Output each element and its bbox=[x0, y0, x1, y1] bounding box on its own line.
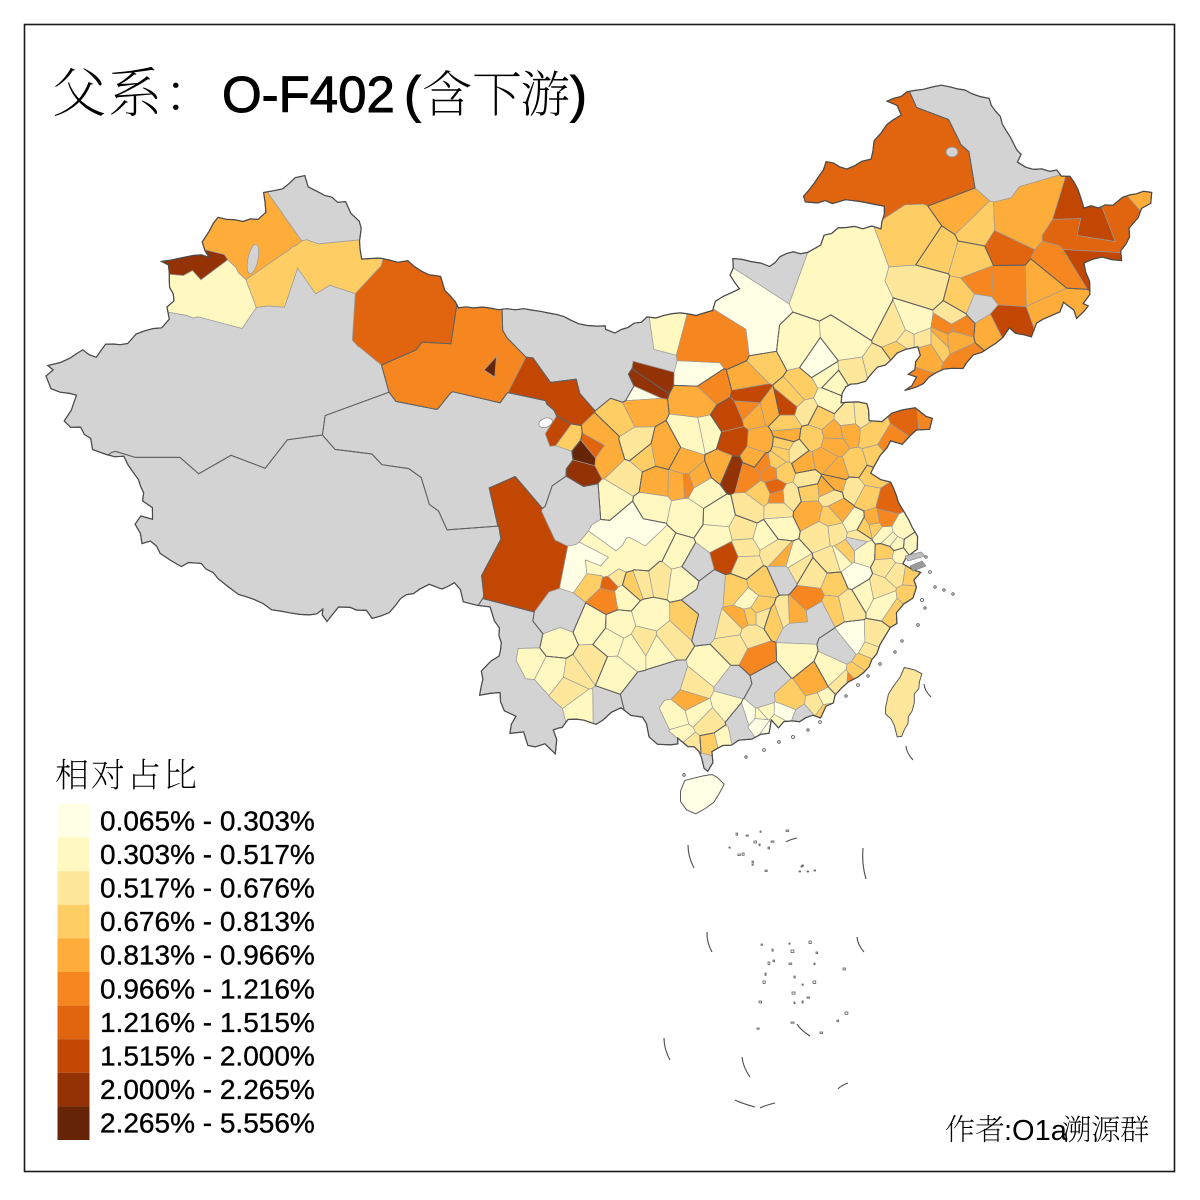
svg-text:0.966% - 1.216%: 0.966% - 1.216% bbox=[100, 973, 315, 1004]
svg-text::O1a: :O1a bbox=[1004, 1115, 1068, 1147]
svg-text:2.000% - 2.265%: 2.000% - 2.265% bbox=[100, 1074, 315, 1105]
svg-text:0.517% - 0.676%: 0.517% - 0.676% bbox=[100, 873, 315, 904]
svg-text:1.216% - 1.515%: 1.216% - 1.515% bbox=[100, 1007, 315, 1038]
svg-text:0.813% - 0.966%: 0.813% - 0.966% bbox=[100, 940, 315, 971]
svg-text:0.303% - 0.517%: 0.303% - 0.517% bbox=[100, 839, 315, 870]
svg-text:0.065% - 0.303%: 0.065% - 0.303% bbox=[100, 805, 315, 836]
svg-text:0.676% - 0.813%: 0.676% - 0.813% bbox=[100, 906, 315, 937]
svg-text:O-F402: O-F402 bbox=[222, 66, 395, 123]
svg-text:1.515% - 2.000%: 1.515% - 2.000% bbox=[100, 1041, 315, 1072]
svg-text:2.265% - 5.556%: 2.265% - 5.556% bbox=[100, 1108, 315, 1139]
svg-text:(: ( bbox=[404, 66, 421, 123]
svg-text:): ) bbox=[570, 66, 587, 123]
